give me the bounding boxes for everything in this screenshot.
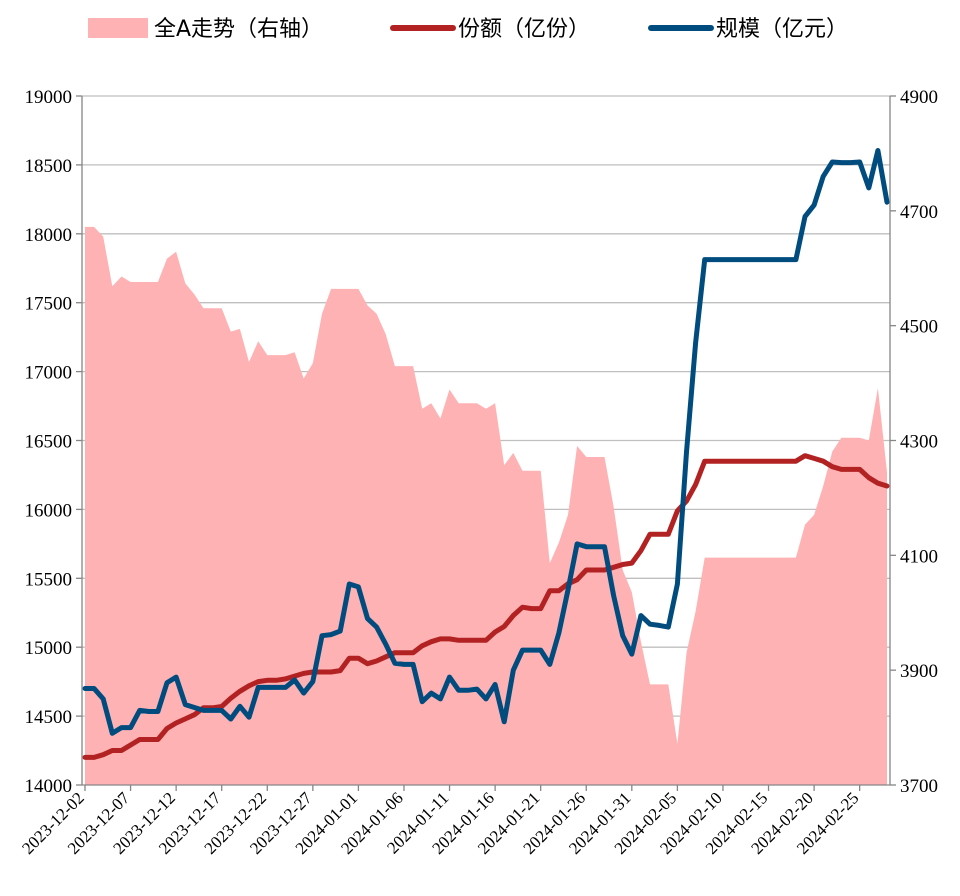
index-area-layer (85, 226, 887, 785)
right-tick-label-2: 4100 (900, 546, 938, 567)
left-axis-tick-labels: 14000 14500 15000 15500 16000 16500 17000 17500… (25, 87, 82, 797)
series-line-scale (82, 148, 890, 736)
left-tick-label-0: 14000 (25, 776, 73, 797)
right-tick-label-3: 4300 (900, 432, 938, 453)
left-tick-label-4: 16000 (25, 500, 73, 521)
legend-swatch-index (88, 18, 148, 38)
x-axis-tick-labels: 2023-12-022023-12-072023-12-122023-12-17… (18, 785, 862, 858)
left-tick-label-9: 18500 (25, 156, 73, 177)
right-tick-label-5: 4700 (900, 202, 938, 223)
series-line-shares (82, 453, 890, 760)
left-tick-label-1: 14500 (25, 707, 73, 728)
right-tick-label-0: 3700 (900, 776, 938, 797)
legend-label-scale: 规模（亿元） (716, 17, 848, 42)
right-axis-tick-labels: 3700 3900 4100 4300 4500 4700 4900 (890, 87, 938, 797)
left-tick-label-5: 16500 (25, 432, 73, 453)
left-tick-label-7: 17500 (25, 294, 73, 315)
left-tick-label-6: 17000 (25, 363, 73, 384)
legend-label-shares: 份额（亿份） (458, 17, 590, 42)
left-tick-label-2: 15000 (25, 638, 73, 659)
right-tick-label-1: 3900 (900, 661, 938, 682)
left-tick-label-8: 18000 (25, 225, 73, 246)
legend-label-index: 全A走势（右轴） (154, 17, 323, 42)
series-area-index (85, 226, 887, 785)
right-tick-label-4: 4500 (900, 317, 938, 338)
series-lines-layer (82, 148, 890, 760)
legend: 全A走势（右轴） 份额（亿份） 规模（亿元） (88, 17, 848, 42)
right-tick-label-6: 4900 (900, 87, 938, 108)
left-tick-label-3: 15500 (25, 569, 73, 590)
left-tick-label-10: 19000 (25, 87, 73, 108)
